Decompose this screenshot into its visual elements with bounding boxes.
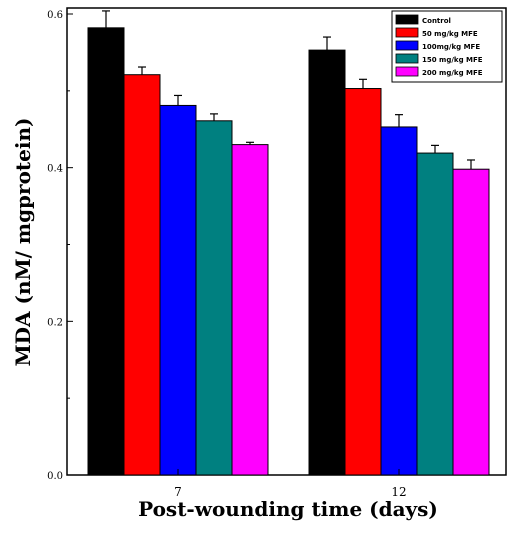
y-tick-label: 0.6 [47, 10, 63, 21]
bar-1-7 [87, 27, 125, 476]
legend-label: 150 mg/kg MFE [422, 56, 483, 64]
error-bar-2-7 [138, 66, 146, 75]
bar-4-7 [195, 120, 233, 476]
error-bar-4-12 [431, 144, 439, 154]
error-bar-1-12 [323, 36, 331, 51]
error-bar-5-12 [467, 159, 475, 170]
legend-label: 200 mg/kg MFE [422, 69, 483, 77]
x-axis-ticks: 7 12 [174, 469, 407, 499]
bar-2-7 [123, 74, 161, 476]
bar-3-12 [380, 126, 418, 476]
y-tick-label: 0.0 [47, 471, 63, 482]
x-tick-label: 12 [391, 485, 406, 499]
x-tick-label: 7 [174, 485, 182, 499]
legend-swatch [395, 14, 419, 25]
y-tick-label: 0.4 [47, 164, 63, 175]
bar-1-12 [308, 49, 346, 476]
plot-frame [66, 7, 507, 476]
error-bar-2-12 [359, 78, 367, 89]
legend-swatch [395, 27, 419, 38]
bar-2-12 [344, 88, 382, 476]
y-axis-title: MDA (nM/ mgprotein) [11, 118, 35, 367]
bar-4-12 [416, 152, 454, 476]
legend-swatch [395, 53, 419, 64]
legend-swatch [395, 66, 419, 77]
bar-5-7 [231, 144, 269, 476]
error-bar-3-12 [395, 114, 403, 127]
error-bar-3-7 [174, 94, 182, 106]
legend-label: Control [422, 17, 451, 25]
legend-swatch [395, 40, 419, 51]
legend-label: 50 mg/kg MFE [422, 30, 478, 38]
y-tick-label: 0.2 [47, 317, 63, 328]
error-bar-1-7 [102, 10, 110, 28]
bars-group [87, 27, 490, 476]
legend-label: 100mg/kg MFE [422, 43, 480, 51]
legend: Control 50 mg/kg MFE 100mg/kg MFE 150 mg/kg… [391, 10, 503, 83]
bar-5-12 [452, 168, 490, 476]
error-bar-4-7 [210, 113, 218, 121]
y-axis-ticks: 0.0 0.2 0.4 0.6 [47, 10, 73, 482]
bar-3-7 [159, 104, 197, 476]
x-axis-title: Post-wounding time (days) [138, 497, 438, 521]
error-bars-group [102, 10, 475, 170]
error-bar-5-7 [246, 141, 254, 145]
